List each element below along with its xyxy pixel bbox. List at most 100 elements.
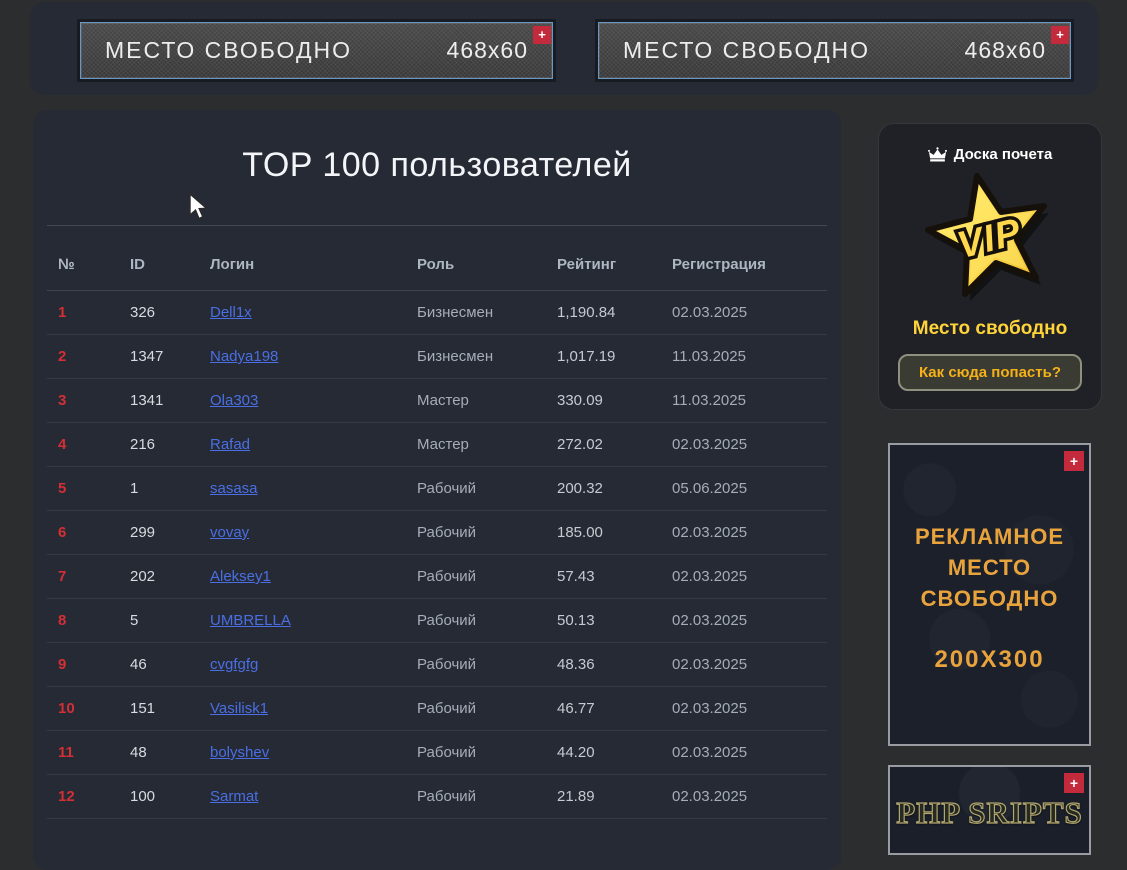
cell-rank: 10 <box>58 700 75 717</box>
cell-rank: 4 <box>58 436 67 453</box>
banner-free-label: МЕСТО СВОБОДНО <box>105 37 353 63</box>
cell-rating: 48.36 <box>557 656 595 673</box>
cell-rating: 44.20 <box>557 744 595 761</box>
cell-login: Sarmat <box>199 788 406 805</box>
cell-rating: 330.09 <box>557 392 603 409</box>
table-row: 2 1347 Nadya198 Бизнесмен 1,017.19 11.03… <box>47 335 827 379</box>
cell-registration-date: 02.03.2025 <box>672 700 748 717</box>
vip-star-image: VIP <box>879 165 1101 318</box>
ad-banner-468-left[interactable]: МЕСТО СВОБОДНО 468x60 + <box>80 22 553 79</box>
login-link[interactable]: Ola303 <box>210 392 259 409</box>
login-link[interactable]: cvgfgfg <box>210 656 259 673</box>
cell-login: bolyshev <box>199 744 406 761</box>
cell-id: 1341 <box>130 392 164 409</box>
login-link[interactable]: Rafad <box>210 436 251 453</box>
page-title: TOP 100 пользователей <box>242 146 632 184</box>
login-link[interactable]: vovay <box>210 524 250 541</box>
cell-role: Рабочий <box>417 524 477 541</box>
ad-line-1: РЕКЛАМНОЕ <box>914 524 1065 549</box>
header-role: Роль <box>417 256 455 273</box>
cell-rank: 7 <box>58 568 67 585</box>
login-link[interactable]: Dell1x <box>210 304 252 321</box>
banner-size-label: 468x60 <box>964 37 1046 63</box>
add-advert-button[interactable]: + <box>1064 773 1084 793</box>
crown-icon <box>927 147 947 162</box>
top100-table: № ID Логин Роль Рейтинг Регистрация 1 3 2… <box>47 226 827 819</box>
cell-login: sasasa <box>199 480 406 497</box>
cell-rank: 3 <box>58 392 67 409</box>
cell-role: Рабочий <box>417 788 477 805</box>
cell-rank: 8 <box>58 612 67 629</box>
cell-rating: 50.13 <box>557 612 595 629</box>
cell-id: 299 <box>130 524 156 541</box>
cell-id: 216 <box>130 436 156 453</box>
honor-board-title: Доска почета <box>953 146 1053 163</box>
cell-role: Бизнесмен <box>417 304 494 321</box>
add-advert-button[interactable]: + <box>1051 26 1069 44</box>
header-num: № <box>58 256 75 273</box>
cell-login: Ola303 <box>199 392 406 409</box>
cell-rating: 1,190.84 <box>557 304 616 321</box>
top100-card: TOP 100 пользователей № ID Логин Роль Ре… <box>33 110 841 870</box>
cell-login: cvgfgfg <box>199 656 406 673</box>
cell-rank: 11 <box>58 744 74 761</box>
table-header-row: № ID Логин Роль Рейтинг Регистрация <box>47 226 827 291</box>
ad-line-3: СВОБОДНО <box>920 586 1059 611</box>
login-link[interactable]: Nadya198 <box>210 348 279 365</box>
login-link[interactable]: sasasa <box>210 480 258 497</box>
cell-role: Бизнесмен <box>417 348 494 365</box>
php-scripts-text: PHP SRIPTS <box>896 794 1083 830</box>
cell-registration-date: 02.03.2025 <box>672 788 748 805</box>
how-to-get-here-button[interactable]: Как сюда попасть? <box>897 354 1083 391</box>
table-row: 3 1341 Ola303 Мастер 330.09 11.03.2025 <box>47 379 827 423</box>
cell-registration-date: 05.06.2025 <box>672 480 748 497</box>
cell-id: 46 <box>130 656 147 673</box>
ad-free-text: РЕКЛАМНОЕ МЕСТО СВОБОДНО <box>890 521 1089 614</box>
php-scripts-banner[interactable]: + PHP SRIPTS <box>888 765 1091 855</box>
banner-size-label: 468x60 <box>446 37 528 63</box>
divider <box>47 225 827 226</box>
ad-line-2: МЕСТО <box>947 555 1032 580</box>
table-row: 1 326 Dell1x Бизнесмен 1,190.84 02.03.20… <box>47 291 827 335</box>
cell-login: vovay <box>199 524 406 541</box>
login-link[interactable]: bolyshev <box>210 744 270 761</box>
table-body: 1 3 2 6 Dell1x Бизнесмен 1,190.84 02.03.20… <box>47 291 827 819</box>
cell-rating: 272.02 <box>557 436 603 453</box>
cell-login: Dell1x <box>199 304 406 321</box>
table-row: 4 216 Rafad Мастер 272.02 02.03.2025 <box>47 423 827 467</box>
add-advert-button[interactable]: + <box>1064 451 1084 471</box>
table-row: 10 151 Vasilisk1 Рабочий 46.77 02.03.202… <box>47 687 827 731</box>
honor-free-label: Место свободно <box>912 318 1068 339</box>
cell-registration-date: 02.03.2025 <box>672 524 748 541</box>
login-link[interactable]: UMBRELLA <box>210 612 291 629</box>
ad-box-200x300[interactable]: + РЕКЛАМНОЕ МЕСТО СВОБОДНО 200X300 <box>888 443 1091 746</box>
login-link[interactable]: Sarmat <box>210 788 259 805</box>
cell-registration-date: 02.03.2025 <box>672 744 748 761</box>
cell-rank: 5 <box>58 480 67 497</box>
cell-role: Рабочий <box>417 656 477 673</box>
ad-banner-468-right[interactable]: МЕСТО СВОБОДНО 468x60 + <box>598 22 1071 79</box>
table-row: 8 5 UMBRELLA Рабочий 50.13 02.03.2025 <box>47 599 827 643</box>
login-link[interactable]: Vasilisk1 <box>210 700 269 717</box>
cell-id: 1 <box>130 480 139 497</box>
cell-role: Рабочий <box>417 480 477 497</box>
table-row: 5 1 sasasa Рабочий 200.32 05.06.2025 <box>47 467 827 511</box>
cell-rank: 6 <box>58 524 67 541</box>
add-advert-button[interactable]: + <box>533 26 551 44</box>
cell-rank: 12 <box>58 788 75 805</box>
login-link[interactable]: Aleksey1 <box>210 568 271 585</box>
cell-id: 100 <box>130 788 156 805</box>
cell-registration-date: 02.03.2025 <box>672 612 748 629</box>
cell-role: Рабочий <box>417 612 477 629</box>
cell-rank: 1 <box>58 304 67 321</box>
header-id: ID <box>130 256 145 273</box>
cell-rank: 2 <box>58 348 67 365</box>
cell-login: Aleksey1 <box>199 568 406 585</box>
cell-login: Nadya198 <box>199 348 406 365</box>
cell-registration-date: 02.03.2025 <box>672 304 748 321</box>
header-rating: Рейтинг <box>557 256 617 273</box>
table-row: 7 202 Aleksey1 Рабочий 57.43 02.03.2025 <box>47 555 827 599</box>
cell-rating: 57.43 <box>557 568 595 585</box>
cell-id: 5 <box>130 612 139 629</box>
cell-id: 48 <box>130 744 147 761</box>
